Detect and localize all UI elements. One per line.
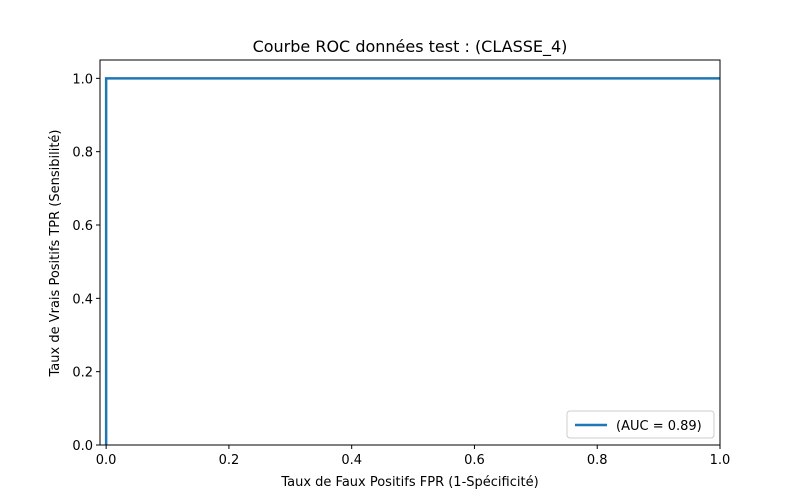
y-tick-label-1: 0.2 bbox=[72, 366, 93, 381]
y-tick-label-3: 0.6 bbox=[72, 219, 93, 234]
y-axis-label: Taux de Vrais Positifs TPR (Sensibilité) bbox=[48, 130, 63, 378]
plot-area: 0.0 0.2 0.4 0.6 0.8 1.0 0.0 0.2 0.4 0.6 0.8 1.0 bbox=[72, 59, 731, 468]
series-line-0 bbox=[104, 77, 720, 445]
x-tick-label-5: 1.0 bbox=[710, 453, 731, 468]
x-tick-label-3: 0.6 bbox=[464, 453, 485, 468]
legend-box bbox=[566, 410, 715, 439]
y-tick-label-2: 0.4 bbox=[72, 292, 93, 307]
x-tick-label-4: 0.8 bbox=[587, 453, 608, 468]
legend: (AUC = 0.89) bbox=[566, 410, 715, 439]
x-tick-label-1: 0.2 bbox=[219, 453, 240, 468]
x-axis-label: Taux de Faux Positifs FPR (1-Spécificité… bbox=[280, 475, 538, 490]
x-tick-label-0: 0.0 bbox=[96, 453, 117, 468]
legend-entry-label: (AUC = 0.89) bbox=[616, 419, 702, 434]
chart-title: Courbe ROC données test : (CLASSE_4) bbox=[253, 37, 568, 57]
y-tick-label-0: 0.0 bbox=[72, 439, 93, 454]
y-tick-label-4: 0.8 bbox=[72, 146, 93, 161]
x-tick-label-2: 0.4 bbox=[341, 453, 362, 468]
y-tick-label-5: 1.0 bbox=[72, 72, 93, 87]
axes-frame bbox=[99, 59, 721, 446]
